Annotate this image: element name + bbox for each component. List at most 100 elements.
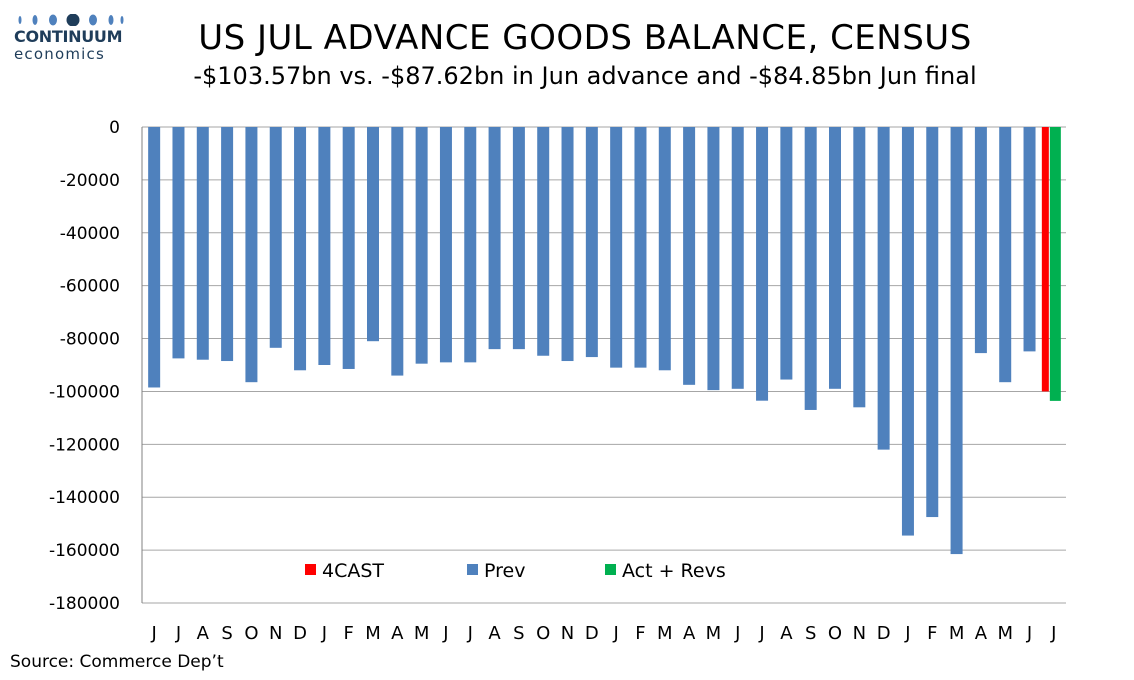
x-tick-label: O xyxy=(244,623,258,644)
x-tick-label: M xyxy=(414,623,430,644)
bar-prev xyxy=(318,127,331,365)
x-tick-label: J xyxy=(1026,623,1032,644)
bar-prev xyxy=(610,127,623,368)
x-tick-label: J xyxy=(321,623,327,644)
x-tick-label: M xyxy=(949,623,965,644)
x-tick-label: N xyxy=(269,623,282,644)
bar-prev xyxy=(926,127,939,518)
y-tick-label: 0 xyxy=(109,118,120,138)
y-tick-label: -120000 xyxy=(49,435,120,455)
x-tick-label: S xyxy=(221,623,232,644)
x-tick-label: J xyxy=(175,623,181,644)
x-tick-label: A xyxy=(197,623,210,644)
x-tick-label: A xyxy=(488,623,501,644)
x-tick-label: J xyxy=(442,623,448,644)
x-tick-label: A xyxy=(391,623,404,644)
y-tick-label: -40000 xyxy=(60,224,120,244)
y-tick-label: -20000 xyxy=(60,171,120,191)
y-tick-label: -160000 xyxy=(49,541,120,561)
x-tick-label: D xyxy=(293,623,307,644)
logo-dots-icon xyxy=(18,14,124,26)
bar-act-revs xyxy=(1049,127,1061,401)
bar-prev xyxy=(804,127,817,410)
x-tick-label: F xyxy=(635,623,645,644)
logo-sub: economics xyxy=(14,45,105,63)
bar-prev xyxy=(537,127,550,356)
x-tick-label: M xyxy=(997,623,1013,644)
x-tick-label: N xyxy=(561,623,574,644)
bar-prev xyxy=(439,127,452,363)
x-tick-label: M xyxy=(706,623,722,644)
y-tick-label: -140000 xyxy=(49,488,120,508)
logo-name: CONTINUUM xyxy=(14,27,123,46)
chart-subtitle: -$103.57bn vs. -$87.62bn in Jun advance … xyxy=(193,62,977,90)
x-tick-label: S xyxy=(805,623,816,644)
x-tick-label: A xyxy=(683,623,696,644)
bar-prev xyxy=(877,127,890,450)
bar-prev xyxy=(148,127,161,388)
x-tick-label: J xyxy=(1050,623,1056,644)
bar-prev xyxy=(974,127,987,354)
x-tick-label: N xyxy=(853,623,866,644)
y-tick-label: -180000 xyxy=(49,594,120,614)
bar-prev xyxy=(561,127,574,362)
x-tick-label: M xyxy=(657,623,673,644)
source-note: Source: Commerce Dep’t xyxy=(10,652,224,672)
bar-prev xyxy=(488,127,501,350)
bar-prev xyxy=(221,127,234,362)
x-tick-label: A xyxy=(975,623,988,644)
x-tick-label: S xyxy=(513,623,524,644)
legend-swatch xyxy=(305,564,316,575)
bar-prev xyxy=(342,127,355,369)
bar-prev xyxy=(269,127,282,348)
x-tick-label: J xyxy=(758,623,764,644)
bar-prev xyxy=(367,127,379,342)
bar-prev xyxy=(294,127,307,371)
legend-label: Prev xyxy=(484,560,525,582)
y-tick-label: -100000 xyxy=(49,382,120,402)
bar-prev xyxy=(756,127,769,401)
y-tick-label: -60000 xyxy=(60,277,120,297)
bar-4cast xyxy=(1041,127,1049,392)
bar-prev xyxy=(658,127,671,371)
bar-chart: 0 -20000 -40000 -60000 -80000 -100000 -120000 -… xyxy=(49,118,1066,644)
legend-swatch xyxy=(605,564,616,575)
bar-prev xyxy=(1023,127,1036,352)
x-tick-label: J xyxy=(613,623,619,644)
bar-prev xyxy=(780,127,793,380)
x-tick-label: O xyxy=(828,623,842,644)
x-tick-label: F xyxy=(344,623,354,644)
chart-title: US JUL ADVANCE GOODS BALANCE, CENSUS xyxy=(198,18,972,58)
bar-prev xyxy=(999,127,1012,383)
logo: CONTINUUM economics xyxy=(14,14,134,62)
bar-prev xyxy=(901,127,914,536)
x-tick-label: O xyxy=(536,623,550,644)
x-tick-label: A xyxy=(780,623,793,644)
bar-prev xyxy=(391,127,404,376)
bar-prev xyxy=(707,127,720,391)
bar-prev xyxy=(683,127,696,385)
x-tick-label: D xyxy=(877,623,891,644)
bar-prev xyxy=(853,127,866,408)
bar-prev xyxy=(245,127,258,383)
bar-prev xyxy=(829,127,841,389)
bar-prev xyxy=(950,127,963,555)
x-tick-label: J xyxy=(151,623,157,644)
bar-prev xyxy=(172,127,185,359)
x-tick-label: J xyxy=(904,623,910,644)
x-tick-label: J xyxy=(467,623,473,644)
legend-label: 4CAST xyxy=(322,560,384,582)
bar-prev xyxy=(196,127,209,360)
y-tick-label: -80000 xyxy=(60,330,120,350)
bar-prev xyxy=(512,127,525,350)
bar-prev xyxy=(464,127,477,363)
x-tick-label: M xyxy=(365,623,381,644)
x-tick-label: J xyxy=(734,623,740,644)
legend-swatch xyxy=(467,564,478,575)
bar-prev xyxy=(415,127,428,364)
bar-prev xyxy=(731,127,744,389)
bar-prev xyxy=(585,127,598,358)
x-tick-label: D xyxy=(585,623,599,644)
legend-label: Act + Revs xyxy=(622,560,726,582)
bar-prev xyxy=(634,127,647,368)
